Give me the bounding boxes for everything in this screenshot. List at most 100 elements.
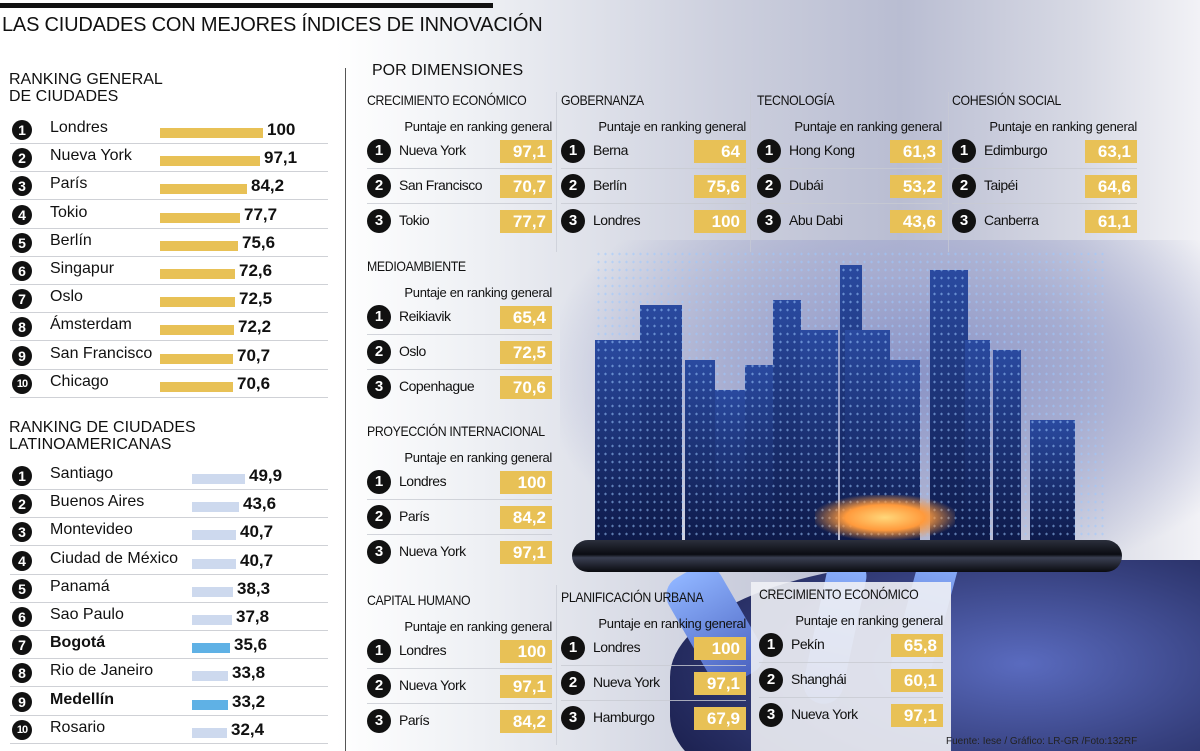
score-box: 61,1 [1085, 210, 1137, 233]
score-box: 70,6 [500, 376, 552, 399]
smartphone [572, 540, 1122, 572]
rank-badge: 3 [12, 176, 32, 197]
score-box: 97,1 [500, 140, 552, 163]
rank-badge: 10 [12, 373, 32, 394]
city-name: Reikiavik [399, 308, 451, 324]
score-box: 77,7 [500, 210, 552, 233]
rank-badge: 1 [12, 466, 32, 486]
rank-badge: 5 [12, 232, 32, 253]
rank-badge: 3 [952, 209, 976, 233]
rank-badge: 8 [12, 663, 32, 684]
general-ranking-heading: RANKING GENERAL DE CIUDADES [9, 71, 163, 105]
dimension-block: CRECIMIENTO ECONÓMICO Puntaje en ranking … [367, 92, 552, 239]
score-bar [192, 615, 232, 625]
city-name: Edimburgo [984, 142, 1048, 158]
score-value: 49,9 [249, 466, 283, 485]
ranking-row: 1 Santiago 49,9 [10, 462, 328, 490]
rank-badge: 3 [367, 375, 391, 399]
dimension-row: 2 Nueva York 97,1 [561, 666, 746, 701]
city-name: Berlín [50, 231, 92, 249]
dimension-row: 3 Copenhague 70,6 [367, 370, 552, 405]
score-box: 63,1 [1085, 140, 1137, 163]
city-name: Buenos Aires [50, 493, 145, 511]
dimension-name: PLANIFICACIÓN URBANA [561, 589, 704, 605]
ranking-row: 5 Berlín 75,6 [10, 229, 328, 257]
score-bar [192, 727, 227, 738]
city-name: Nueva York [399, 142, 466, 158]
rank-badge: 3 [367, 709, 391, 733]
rank-badge: 4 [12, 550, 32, 571]
score-bar [192, 474, 245, 484]
rank-badge: 2 [12, 494, 32, 515]
dimension-name: MEDIOAMBIENTE [367, 258, 466, 274]
rank-badge: 2 [367, 505, 391, 529]
score-bar [160, 184, 247, 195]
city-name: Oslo [50, 288, 83, 306]
rank-badge: 1 [367, 470, 391, 494]
score-box: 61,3 [890, 140, 942, 163]
city-name: Nueva York [399, 543, 466, 559]
rank-badge: 1 [561, 636, 585, 660]
ranking-row: 8 Rio de Janeiro 33,8 [10, 659, 328, 688]
score-box: 84,2 [500, 710, 552, 733]
score-bar [160, 325, 234, 336]
heading-line: LATINOAMERICANAS [9, 436, 172, 453]
dimension-row: 2 Dubái 53,2 [757, 169, 942, 204]
city-name: Berlín [593, 177, 627, 193]
score-subtitle: Puntaje en ranking general [794, 119, 942, 134]
score-box: 100 [500, 640, 552, 663]
ranking-row: 9 Medellín 33,2 [10, 688, 328, 716]
dimension-row: 1 Hong Kong 61,3 [757, 134, 942, 169]
rank-badge: 3 [561, 209, 585, 233]
city-name: Panamá [50, 577, 110, 595]
rank-badge: 1 [952, 139, 976, 163]
score-box: 100 [694, 210, 746, 233]
ranking-row: 6 Singapur 72,6 [10, 257, 328, 285]
score-bar [160, 128, 263, 138]
ranking-row: 3 Montevideo 40,7 [10, 518, 328, 547]
ranking-row: 7 Oslo 72,5 [10, 285, 328, 314]
ranking-row: 6 Sao Paulo 37,8 [10, 603, 328, 631]
rank-badge: 9 [12, 345, 32, 366]
rank-badge: 2 [367, 674, 391, 698]
rank-badge: 6 [12, 607, 32, 627]
dimension-row: 3 Tokio 77,7 [367, 204, 552, 239]
rank-badge: 6 [12, 261, 32, 281]
dimension-row: 1 Nueva York 97,1 [367, 134, 552, 169]
dimension-row: 3 Londres 100 [561, 204, 746, 239]
score-box: 65,8 [891, 634, 943, 657]
city-name: Montevideo [50, 521, 133, 539]
city-name: Tokio [399, 212, 430, 228]
rank-badge: 2 [12, 148, 32, 169]
dimension-name: COHESIÓN SOCIAL [952, 92, 1062, 108]
city-name: San Francisco [399, 177, 482, 193]
ranking-row: 8 Ámsterdam 72,2 [10, 313, 328, 342]
score-value: 32,4 [231, 719, 265, 739]
heading-line: RANKING DE CIUDADES [9, 419, 196, 436]
title-rule [0, 3, 493, 8]
score-box: 64,6 [1085, 175, 1137, 198]
rank-badge: 9 [12, 691, 32, 712]
city-name: Abu Dabi [789, 212, 843, 228]
divider [948, 92, 949, 252]
ranking-row: 7 Bogotá 35,6 [10, 631, 328, 660]
rank-badge: 1 [757, 139, 781, 163]
rank-badge: 7 [12, 635, 32, 656]
rank-badge: 2 [561, 174, 585, 198]
score-value: 97,1 [264, 148, 298, 168]
city-name: Tokio [50, 203, 88, 221]
latam-ranking-heading: RANKING DE CIUDADES LATINOAMERICANAS [9, 419, 196, 453]
dimension-block: GOBERNANZA Puntaje en ranking general 1 Ber… [561, 92, 746, 239]
dimension-row: 3 Nueva York 97,1 [759, 698, 943, 733]
dimension-block: MEDIOAMBIENTE Puntaje en ranking general 1… [367, 258, 552, 405]
rank-badge: 7 [12, 289, 32, 310]
score-box: 53,2 [890, 175, 942, 198]
rank-badge: 3 [757, 209, 781, 233]
rank-badge: 3 [561, 706, 585, 730]
rank-badge: 3 [367, 540, 391, 564]
dimension-row: 2 San Francisco 70,7 [367, 169, 552, 204]
dimension-row: 3 Canberra 61,1 [952, 204, 1137, 239]
score-box: 100 [694, 637, 746, 660]
ranking-row: 10 Chicago 70,6 [10, 370, 328, 398]
score-bar [192, 699, 228, 710]
